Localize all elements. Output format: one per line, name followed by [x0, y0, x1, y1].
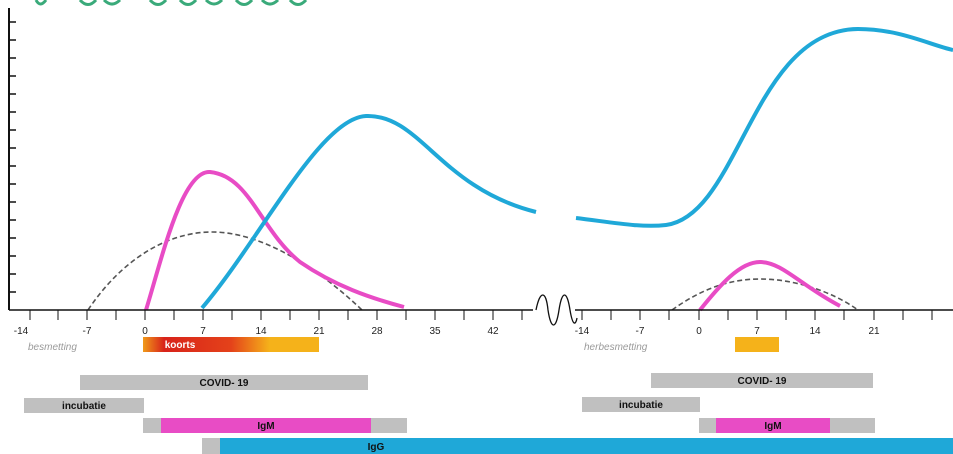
viral-load-curve-2 — [671, 278, 859, 311]
incubation-bar-2 — [582, 397, 700, 412]
viral-load-curve-1 — [87, 231, 363, 311]
incubation-bar-2-label: incubatie — [619, 400, 663, 411]
reinfection-label: herbesmetting — [584, 342, 648, 353]
igg-bar — [220, 438, 953, 454]
igm-bar-1-label: IgM — [257, 421, 274, 432]
fever-label: koorts — [165, 340, 196, 351]
igg-bar-label: IgG — [368, 442, 385, 453]
tick-label: 35 — [429, 326, 441, 337]
x-tick-labels-segment-2: -14 -7 0 7 14 21 — [575, 326, 880, 337]
tick-label: 21 — [313, 326, 325, 337]
igm-curve-1 — [144, 169, 405, 311]
tick-label: 14 — [255, 326, 267, 337]
tick-label: 14 — [809, 326, 821, 337]
title-fragment — [34, 0, 308, 6]
covid-bar-2-label: COVID- 19 — [738, 376, 787, 387]
x-axis — [9, 309, 953, 320]
tick-label: -7 — [636, 326, 645, 337]
igm-bar-2-label: IgM — [764, 421, 781, 432]
igg-curve-1 — [200, 113, 537, 310]
igm-bar-2 — [716, 418, 830, 433]
y-axis — [8, 8, 16, 310]
covid-bar-1 — [80, 375, 368, 390]
igg-bar-background — [202, 438, 222, 454]
infection-label: besmetting — [28, 342, 77, 353]
tick-label: 7 — [754, 326, 760, 337]
axis-break-icon — [535, 294, 578, 326]
igm-bar-1 — [161, 418, 371, 433]
tick-label: 21 — [868, 326, 880, 337]
incubation-bar-1 — [24, 398, 144, 413]
fever-bar-1 — [143, 337, 319, 352]
tick-label: -14 — [575, 326, 590, 337]
igg-curve-2 — [575, 26, 953, 228]
tick-label: -14 — [14, 326, 29, 337]
tick-label: 0 — [142, 326, 148, 337]
covid-bar-2 — [651, 373, 873, 388]
tick-label: 7 — [200, 326, 206, 337]
tick-label: 42 — [487, 326, 499, 337]
covid-bar-1-label: COVID- 19 — [200, 378, 249, 389]
igm-curve-2 — [698, 259, 841, 312]
tick-label: 0 — [696, 326, 702, 337]
tick-label: -7 — [83, 326, 92, 337]
fever-bar-2 — [735, 337, 779, 352]
incubation-bar-1-label: incubatie — [62, 401, 106, 412]
tick-label: 28 — [371, 326, 383, 337]
x-tick-labels-segment-1: -14 -7 0 7 14 21 28 35 42 — [14, 326, 499, 337]
